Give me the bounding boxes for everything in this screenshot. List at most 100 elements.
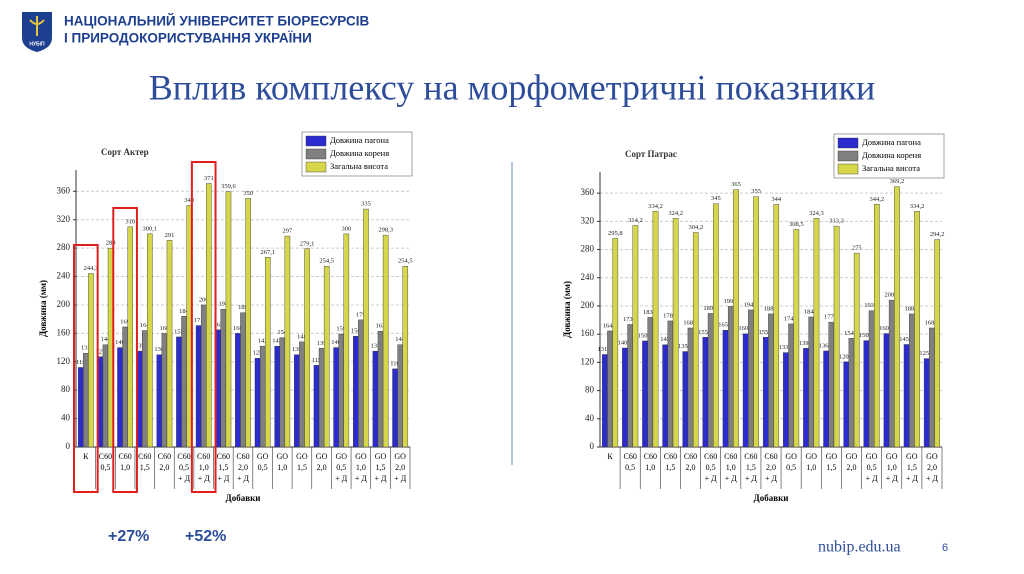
- bar: [848, 338, 855, 448]
- bar: [894, 186, 900, 448]
- bar: [833, 225, 840, 448]
- x-tick-label: + Д: [866, 474, 879, 483]
- bar: [753, 196, 759, 448]
- x-tick-label: GO: [846, 452, 858, 461]
- value-label: 160,9: [879, 325, 894, 332]
- value-label: 304,2: [688, 224, 703, 231]
- x-tick-label: GO: [826, 452, 838, 461]
- value-label: 136,2: [819, 342, 834, 349]
- value-label: 139,9: [799, 340, 814, 347]
- x-tick-label: + Д: [217, 474, 230, 483]
- bar: [220, 309, 227, 448]
- value-label: 145: [660, 336, 670, 343]
- value-label: 188,8: [905, 305, 920, 312]
- x-tick-label: 1,0: [120, 463, 130, 472]
- bar: [323, 266, 330, 448]
- bar: [742, 333, 749, 448]
- value-label: 340: [184, 197, 194, 204]
- bar: [225, 191, 232, 448]
- bar: [828, 321, 835, 448]
- bar: [142, 330, 148, 448]
- value-label: 144: [395, 336, 406, 343]
- bar: [929, 327, 935, 448]
- bar: [363, 208, 369, 448]
- x-tick-label: С60: [644, 452, 657, 461]
- bar: [353, 336, 359, 448]
- bar: [117, 347, 123, 448]
- value-label: 359,6: [221, 183, 236, 190]
- value-label: 168,8: [925, 319, 940, 326]
- x-tick-label: 0,5: [100, 463, 110, 472]
- x-tick-label: GO: [805, 452, 817, 461]
- x-tick-label: GO: [355, 452, 367, 461]
- x-tick-label: 1,0: [726, 463, 736, 472]
- x-tick-label: 2,0: [317, 463, 327, 472]
- value-label: 135: [371, 343, 381, 350]
- bar: [147, 233, 153, 448]
- value-label: 188,8: [764, 305, 779, 312]
- value-label: 294,2: [930, 231, 945, 238]
- bar: [377, 331, 384, 448]
- value-label: 244,3: [84, 265, 99, 272]
- x-tick-label: + Д: [886, 474, 899, 483]
- x-tick-label: + Д: [237, 474, 250, 483]
- bar: [687, 327, 694, 448]
- value-label: 334,2: [910, 203, 925, 210]
- bar: [923, 358, 930, 448]
- value-label: 139: [317, 340, 327, 347]
- bar: [176, 336, 182, 448]
- y-tick-label: 360: [581, 187, 595, 197]
- bar: [692, 232, 699, 448]
- bar: [279, 337, 286, 448]
- x-tick-label: С60: [236, 452, 249, 461]
- x-tick-label: К: [607, 452, 613, 461]
- bar: [166, 240, 173, 448]
- value-label: 127: [95, 348, 106, 355]
- value-label: 194: [218, 301, 229, 308]
- bar: [392, 368, 398, 448]
- x-tick-label: + Д: [178, 474, 191, 483]
- value-label: 168,8: [683, 319, 698, 326]
- x-tick-label: GO: [277, 452, 289, 461]
- y-axis-label: Довжина (мм): [562, 281, 572, 338]
- bar: [254, 358, 261, 448]
- x-tick-label: С60: [99, 452, 112, 461]
- bar: [304, 248, 310, 448]
- value-label: 155: [174, 328, 184, 335]
- bar: [823, 350, 829, 448]
- value-label: 164: [140, 322, 151, 329]
- value-label: 140: [331, 339, 341, 346]
- value-label: 335: [361, 201, 371, 208]
- value-label: 314,2: [628, 217, 643, 224]
- x-tick-label: К: [83, 452, 89, 461]
- value-label: 132: [81, 345, 91, 352]
- x-tick-label: + Д: [906, 474, 919, 483]
- value-label: 145,4: [899, 336, 914, 343]
- legend-label: Загальна висота: [862, 163, 920, 173]
- value-label: 142: [272, 338, 282, 345]
- y-tick-label: 120: [57, 356, 71, 366]
- x-tick-label: 1,5: [297, 463, 307, 472]
- x-tick-label: С60: [744, 452, 757, 461]
- legend-label: Довжина пагона: [330, 135, 389, 145]
- bar: [843, 361, 850, 448]
- x-tick-label: + Д: [765, 474, 778, 483]
- value-label: 156: [351, 328, 362, 335]
- bar: [88, 273, 94, 448]
- x-tick-label: 2,0: [238, 463, 248, 472]
- value-label: 355: [751, 188, 761, 195]
- bar: [240, 312, 246, 448]
- x-tick-label: С60: [118, 452, 131, 461]
- legend-label: Довжина пагона: [862, 137, 921, 147]
- annotation: +52%: [185, 528, 226, 545]
- bar: [206, 183, 212, 448]
- x-tick-label: С60: [158, 452, 171, 461]
- value-label: 125,4: [919, 350, 934, 357]
- bar: [903, 344, 910, 448]
- x-tick-label: С60: [197, 452, 210, 461]
- bar: [813, 218, 820, 448]
- university-name: НАЦІОНАЛЬНИЙ УНІВЕРСИТЕТ БІОРЕСУРСІВ: [64, 14, 369, 29]
- value-label: 130: [154, 346, 164, 353]
- bar: [642, 340, 648, 448]
- x-tick-label: 1,5: [746, 463, 756, 472]
